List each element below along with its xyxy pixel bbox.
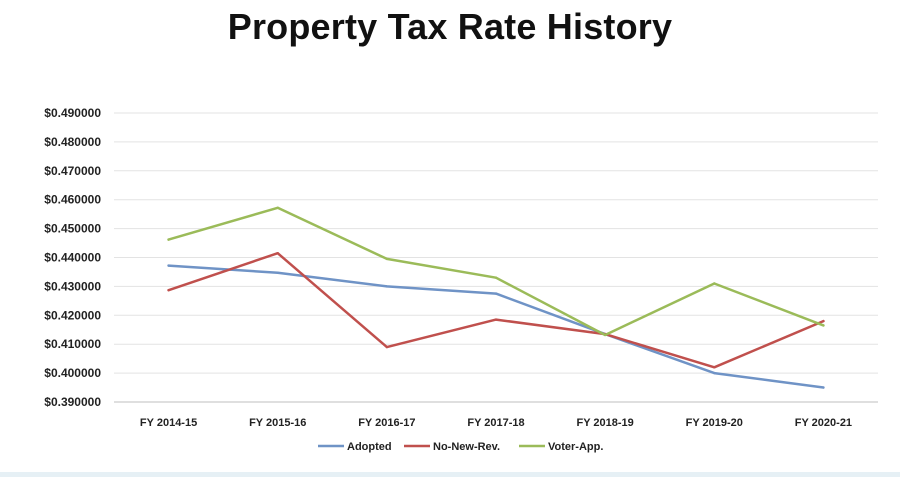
x-tick-label: FY 2017-18 — [467, 417, 524, 429]
data-point-voter-app — [713, 282, 716, 285]
y-tick-label: $0.420000 — [44, 308, 101, 322]
legend-label-adopted: Adopted — [347, 441, 392, 453]
data-point-no-new-rev — [822, 319, 825, 323]
y-tick-label: $0.490000 — [44, 106, 101, 120]
chart-title: Property Tax Rate History — [227, 6, 673, 47]
y-tick-label: $0.430000 — [44, 279, 101, 293]
data-point-adopted — [713, 371, 716, 375]
y-tick-label: $0.480000 — [44, 135, 101, 149]
data-point-voter-app — [822, 324, 825, 327]
gridlines — [114, 112, 878, 403]
x-tick-label: FY 2015-16 — [249, 417, 306, 429]
data-point-voter-app — [603, 333, 607, 337]
x-tick-label: FY 2020-21 — [795, 417, 852, 429]
data-point-voter-app — [276, 206, 279, 209]
y-axis: $0.390000 $0.400000 $0.410000 $0.420000 $0.4… — [44, 106, 101, 409]
y-tick-label: $0.450000 — [44, 222, 101, 236]
bottom-strip — [0, 472, 900, 477]
y-tick-label: $0.460000 — [44, 193, 101, 207]
data-point-no-new-rev — [385, 345, 389, 349]
x-axis: FY 2014-15 FY 2015-16 FY 2016-17 FY 2017-18… — [140, 417, 852, 429]
series-line-no-new-rev — [167, 251, 825, 369]
y-tick-label: $0.400000 — [44, 366, 101, 380]
data-point-voter-app — [167, 238, 170, 241]
data-point-adopted — [385, 285, 389, 288]
data-point-adopted — [167, 264, 170, 267]
series-lines — [167, 206, 825, 389]
x-tick-label: FY 2016-17 — [358, 417, 415, 429]
y-tick-label: $0.470000 — [44, 164, 101, 178]
y-tick-label: $0.440000 — [44, 251, 101, 265]
y-tick-label: $0.410000 — [44, 337, 101, 351]
legend-label-voter-app: Voter-App. — [548, 441, 603, 453]
data-point-no-new-rev — [713, 366, 716, 369]
data-point-adopted — [494, 292, 498, 295]
x-tick-label: FY 2014-15 — [140, 417, 197, 429]
y-tick-label: $0.390000 — [44, 395, 101, 409]
x-tick-label: FY 2018-19 — [576, 417, 633, 429]
data-point-no-new-rev — [276, 251, 279, 255]
legend-label-no-new-rev: No-New-Rev. — [433, 441, 500, 453]
legend: Adopted No-New-Rev. Voter-App. — [318, 441, 603, 453]
data-point-adopted — [276, 271, 279, 275]
data-point-no-new-rev — [167, 288, 170, 292]
data-point-voter-app — [494, 276, 498, 279]
data-point-no-new-rev — [494, 318, 498, 321]
series-line-adopted — [167, 264, 825, 389]
x-tick-label: FY 2019-20 — [686, 417, 743, 429]
data-point-adopted — [822, 386, 825, 389]
data-point-voter-app — [385, 257, 389, 261]
